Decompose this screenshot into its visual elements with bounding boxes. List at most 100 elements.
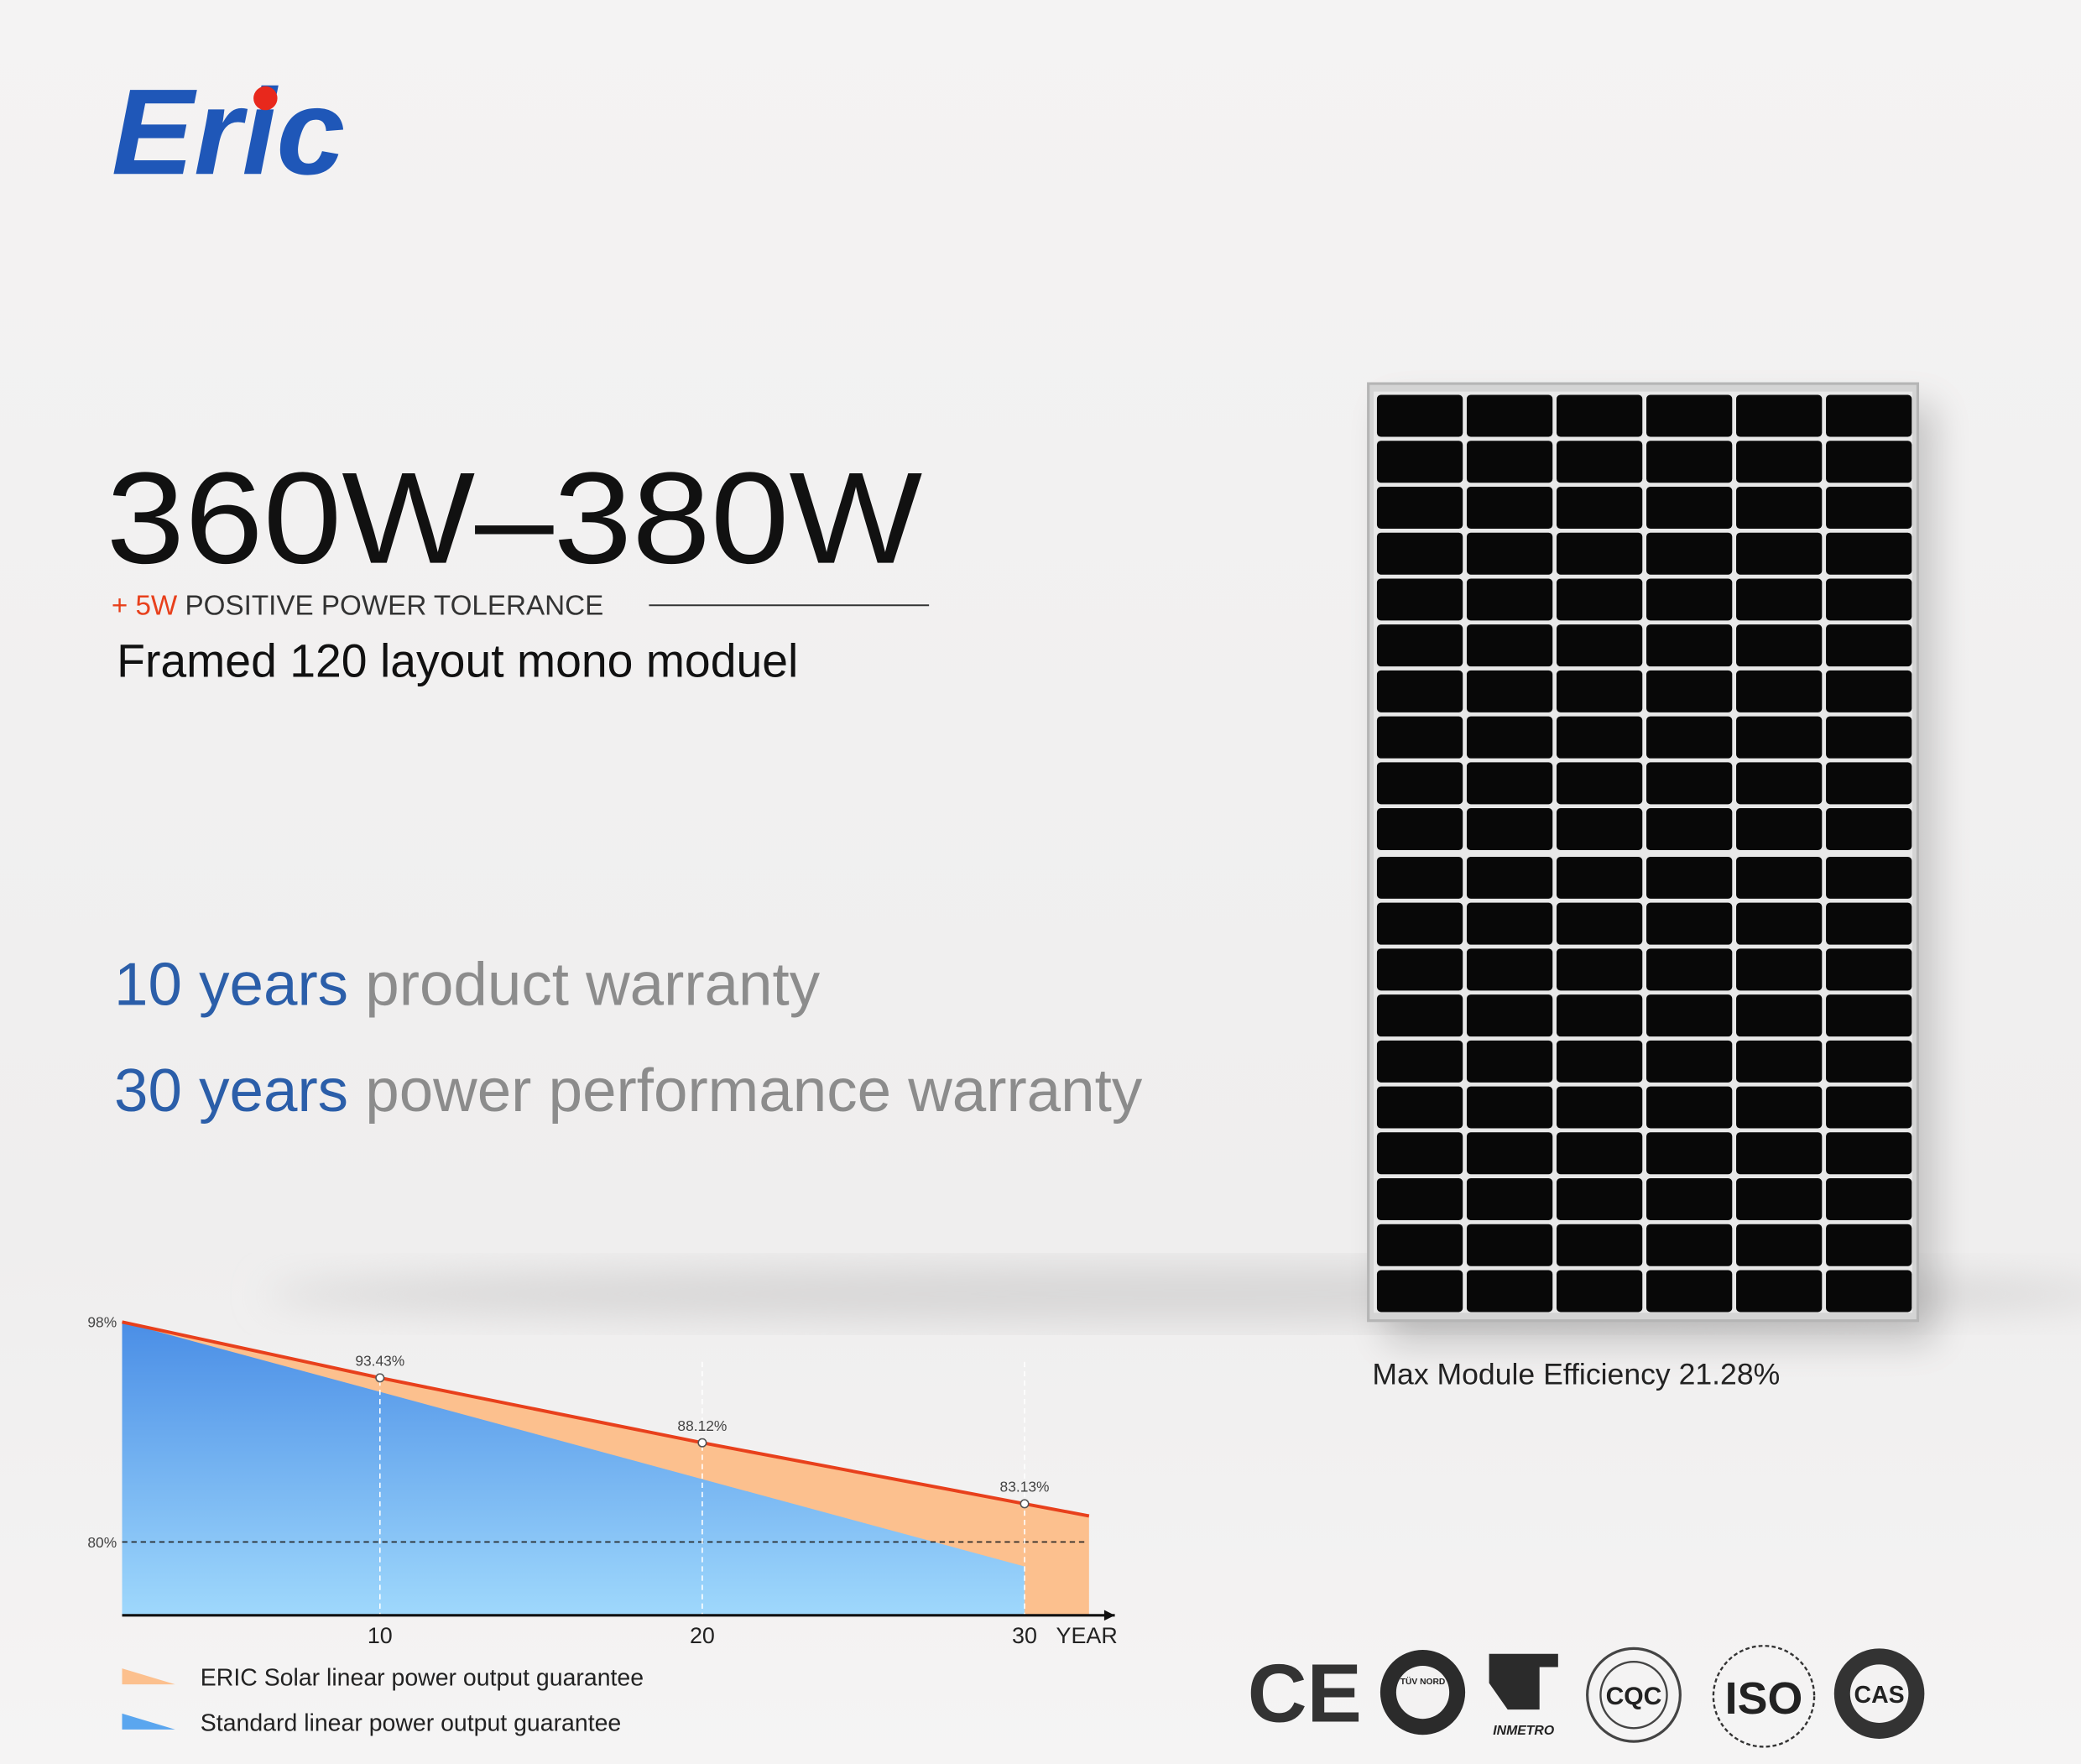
cell bbox=[1376, 1086, 1463, 1129]
cell bbox=[1736, 808, 1823, 851]
cell bbox=[1466, 902, 1553, 945]
cell bbox=[1736, 1086, 1823, 1129]
warranty: 10 years product warranty bbox=[114, 950, 821, 1018]
cell bbox=[1646, 624, 1733, 667]
cell bbox=[1826, 670, 1912, 712]
cell bbox=[1466, 1178, 1553, 1220]
cell bbox=[1736, 670, 1823, 712]
cell bbox=[1376, 808, 1463, 851]
efficiency: Max Module Efficiency 21.28% bbox=[1372, 1358, 1780, 1391]
cell bbox=[1466, 624, 1553, 667]
cert-cas-inner bbox=[1849, 1664, 1909, 1723]
cell bbox=[1826, 762, 1912, 805]
cell bbox=[1556, 1086, 1643, 1129]
cell bbox=[1376, 532, 1463, 575]
warranty-highlight: 10 years bbox=[114, 950, 348, 1018]
data-label: 83.13% bbox=[1000, 1479, 1050, 1495]
cell bbox=[1736, 532, 1823, 575]
cell bbox=[1466, 1270, 1553, 1313]
cell bbox=[1736, 1040, 1823, 1083]
cell bbox=[1556, 532, 1643, 575]
cell bbox=[1556, 856, 1643, 899]
warranty-highlight: 30 years bbox=[114, 1057, 348, 1125]
cell bbox=[1646, 808, 1733, 851]
cell bbox=[1556, 994, 1643, 1037]
point bbox=[375, 1373, 385, 1383]
tolerance-value: + 5W bbox=[112, 590, 178, 621]
cell bbox=[1466, 1132, 1553, 1175]
cell bbox=[1826, 948, 1912, 991]
legend-label: Standard linear power output guarantee bbox=[201, 1709, 621, 1736]
cell bbox=[1646, 902, 1733, 945]
cell bbox=[1556, 1224, 1643, 1266]
cell bbox=[1466, 994, 1553, 1037]
cell bbox=[1736, 1224, 1823, 1266]
cert-inmetro: INMETRO bbox=[1493, 1724, 1555, 1738]
logo: Eric bbox=[112, 63, 345, 200]
cell bbox=[1826, 486, 1912, 529]
cert-cas: CAS bbox=[1854, 1682, 1905, 1709]
cell bbox=[1826, 1040, 1912, 1083]
cert-tuv: TÜV NORD bbox=[1400, 1676, 1446, 1687]
cell bbox=[1376, 1270, 1463, 1313]
x-axis-arrow bbox=[1103, 1610, 1115, 1621]
cell bbox=[1466, 808, 1553, 851]
cell bbox=[1646, 578, 1733, 621]
cell bbox=[1826, 394, 1912, 437]
cell bbox=[1466, 670, 1553, 712]
cell bbox=[1736, 441, 1823, 483]
cert-iso: ISO bbox=[1725, 1673, 1803, 1724]
cell bbox=[1826, 1178, 1912, 1220]
cell bbox=[1736, 948, 1823, 991]
cell bbox=[1826, 532, 1912, 575]
cell bbox=[1376, 856, 1463, 899]
certifications: CE TÜV NORD INMETRO CQC ISO CAS bbox=[1248, 1645, 1925, 1748]
cell bbox=[1556, 762, 1643, 805]
cert-cqc-ring bbox=[1586, 1647, 1682, 1743]
cell bbox=[1646, 1040, 1733, 1083]
x-axis-label: YEAR bbox=[1056, 1623, 1118, 1648]
cert-cqc-ring bbox=[1599, 1661, 1668, 1730]
cell bbox=[1646, 441, 1733, 483]
cell bbox=[1646, 670, 1733, 712]
cell bbox=[1826, 856, 1912, 899]
warranty: 30 years power performance warranty bbox=[114, 1057, 1143, 1125]
cell bbox=[1736, 762, 1823, 805]
cell bbox=[1466, 1086, 1553, 1129]
tolerance-text: POSITIVE POWER TOLERANCE bbox=[185, 590, 604, 621]
cell bbox=[1826, 578, 1912, 621]
cell bbox=[1556, 441, 1643, 483]
cell bbox=[1556, 948, 1643, 991]
cell bbox=[1646, 716, 1733, 759]
cell bbox=[1646, 856, 1733, 899]
cell bbox=[1646, 762, 1733, 805]
chart: 98% 80% 10 20 30 YEAR 93.43% 88.12% 83.13% ERIC S… bbox=[87, 1314, 1117, 1737]
warranty-text: product warranty bbox=[365, 950, 820, 1018]
warranty-text: power performance warranty bbox=[365, 1057, 1143, 1125]
cert-cqc: CQC bbox=[1606, 1683, 1662, 1710]
cell bbox=[1826, 1132, 1912, 1175]
cell bbox=[1826, 1086, 1912, 1129]
cert-ce: CE bbox=[1248, 1647, 1362, 1739]
cell bbox=[1646, 532, 1733, 575]
cell bbox=[1736, 1132, 1823, 1175]
cell bbox=[1646, 1132, 1733, 1175]
cert-inmetro-mark bbox=[1489, 1653, 1558, 1710]
cell bbox=[1376, 1132, 1463, 1175]
cell bbox=[1376, 948, 1463, 991]
cell bbox=[1376, 394, 1463, 437]
cell bbox=[1376, 902, 1463, 945]
cert-iso-ring bbox=[1712, 1645, 1816, 1748]
tolerance: + 5W POSITIVE POWER TOLERANCE bbox=[112, 590, 603, 621]
cell bbox=[1556, 624, 1643, 667]
cell bbox=[1466, 856, 1553, 899]
panel-cells bbox=[1376, 394, 1912, 1313]
point bbox=[697, 1438, 707, 1448]
cell bbox=[1466, 762, 1553, 805]
cell bbox=[1466, 441, 1553, 483]
cell bbox=[1556, 1270, 1643, 1313]
cell bbox=[1736, 1178, 1823, 1220]
cell bbox=[1556, 394, 1643, 437]
cell bbox=[1376, 578, 1463, 621]
